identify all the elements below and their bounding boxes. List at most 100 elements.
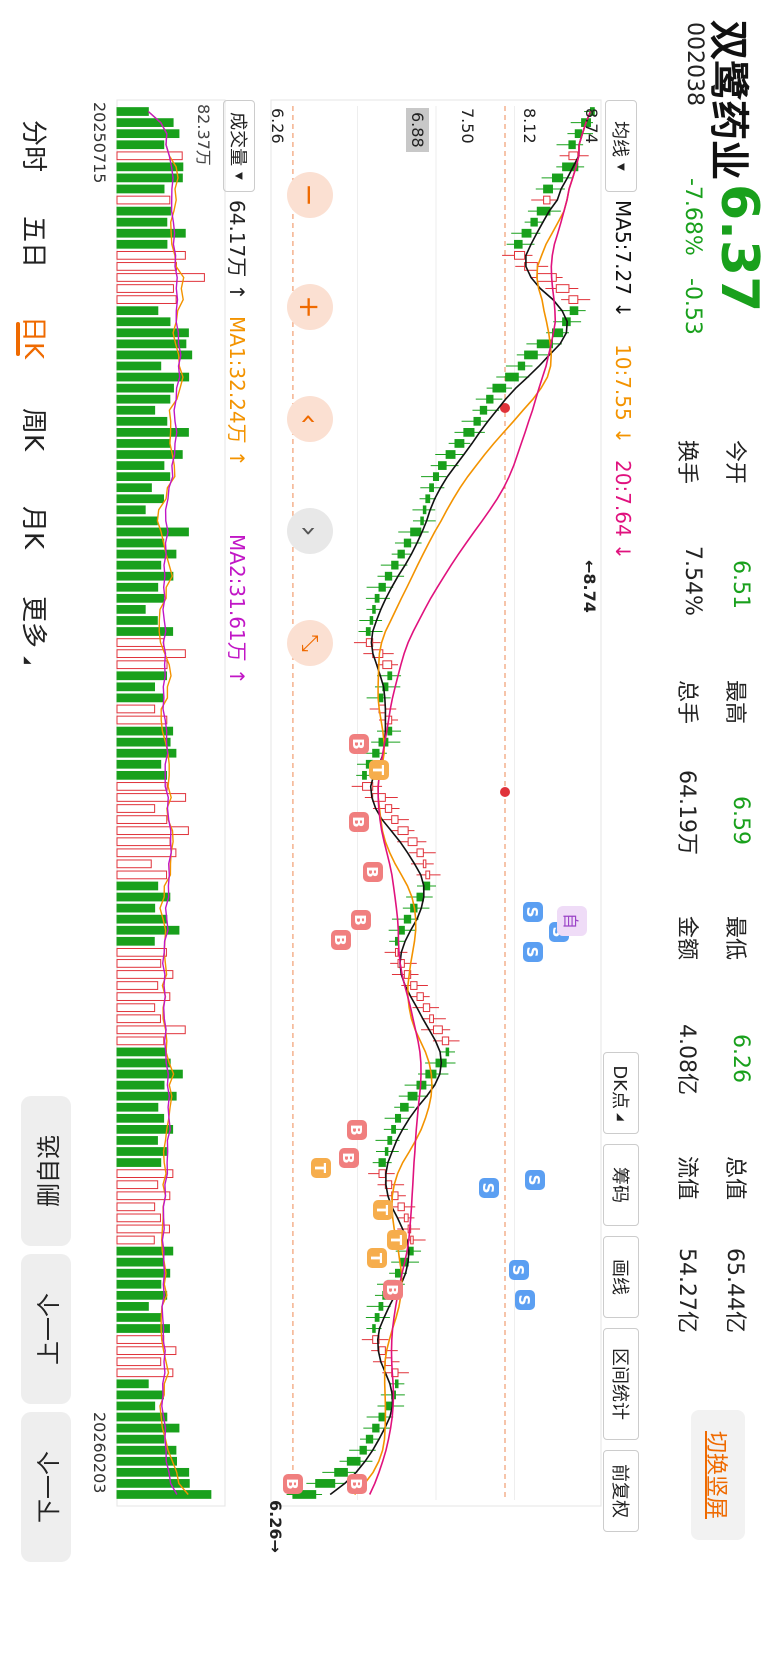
arrow-left-icon: ← (580, 560, 599, 574)
candle-up (543, 195, 551, 205)
tab-monthly-k[interactable]: 月K (18, 506, 48, 550)
axis-label-mid: 8.12 (520, 108, 539, 144)
tab-daily-k-label: 日K (18, 316, 48, 360)
candle-down (378, 1412, 386, 1422)
candle-down (445, 450, 456, 459)
volume-bar-up (116, 870, 168, 880)
volume-bar-up (116, 837, 171, 847)
volume-bar-down (116, 1290, 168, 1300)
volume-bar-down (116, 173, 183, 183)
volume-bar-down (116, 394, 171, 404)
candle-up (416, 848, 424, 858)
scroll-right-button[interactable]: › (287, 508, 333, 554)
previous-stock-button[interactable]: 上一个 (21, 1254, 71, 1404)
volume-bar-down (116, 1147, 167, 1156)
marker-letter: B (339, 1152, 357, 1163)
candle-down (473, 416, 481, 426)
fullscreen-button[interactable]: ⤡ (287, 620, 333, 666)
volume-bar-down (116, 361, 162, 371)
remove-watchlist-button[interactable]: 删自选 (21, 1096, 71, 1246)
volume-bar-down (116, 217, 168, 227)
candle-down (372, 1324, 376, 1333)
t-marker (387, 1230, 407, 1250)
tab-five-day[interactable]: 五日 (18, 216, 48, 269)
volume-bar-up (116, 826, 189, 836)
candle-down (394, 1379, 399, 1389)
min-price-marker: 6.26→ (266, 1500, 285, 1553)
volume-bar-down (116, 605, 146, 614)
volume-bar-down (116, 228, 186, 238)
marker-letter: S (515, 1295, 533, 1306)
candle-up (384, 1357, 393, 1367)
buy-marker (347, 1474, 367, 1494)
marker-letter: B (349, 738, 367, 749)
volume-bar-up (116, 273, 205, 282)
candle-up (429, 1014, 434, 1024)
volume-bar-up (116, 1003, 156, 1013)
scroll-left-button[interactable]: ‹ (287, 396, 333, 442)
volume-bar-up (116, 638, 165, 647)
candle-down (420, 516, 424, 526)
candle-down (374, 593, 380, 603)
candle-down (521, 228, 532, 238)
volume-bar-down (116, 328, 189, 338)
candle-down (372, 748, 380, 758)
candle-up (407, 837, 418, 847)
candle-up (410, 981, 418, 990)
candle-down (394, 1268, 402, 1278)
volume-axis-max: 82.37万 (194, 104, 213, 166)
marker-dot (500, 403, 510, 413)
axis-label-high: 8.74 (582, 108, 601, 144)
volume-bar-down (116, 1268, 171, 1278)
volume-bar-down (116, 339, 187, 349)
candle-up (568, 295, 579, 304)
volume-bar-down (116, 107, 149, 116)
volume-bar-down (116, 1080, 165, 1090)
volume-bar-down (116, 184, 165, 194)
volume-bar-up (116, 195, 171, 205)
candle-down (387, 1136, 393, 1145)
tab-daily-k[interactable]: 日K (16, 316, 54, 360)
volume-bar-down (116, 516, 158, 526)
volume-bar-down (116, 439, 171, 448)
volume-bar-up (116, 250, 186, 260)
expand-arrows-icon: ⤡ (297, 634, 323, 652)
volume-bar-up (116, 1180, 159, 1190)
caret-down-icon: ▼ (233, 172, 245, 180)
volume-bar-down (116, 140, 165, 150)
candle-down (374, 1313, 380, 1322)
buy-marker (349, 812, 369, 832)
tab-intraday[interactable]: 分时 (18, 120, 48, 173)
volume-bar-up (116, 660, 168, 670)
candle-down (422, 505, 427, 515)
marker-letter: S (509, 1265, 527, 1276)
volume-bar-down (116, 472, 171, 481)
volume-bar-down (116, 1125, 174, 1134)
candle-down (551, 173, 564, 183)
candle-up (555, 284, 570, 293)
candle-down (391, 560, 399, 570)
marker-letter: T (369, 765, 387, 776)
zoom-out-button[interactable]: − (287, 172, 333, 218)
candle-down (530, 217, 538, 227)
volume-selector[interactable]: 成交量 ▼ (223, 100, 255, 192)
volume-bar-down (116, 372, 190, 382)
candle-down (394, 936, 399, 946)
tab-more-label: 更多 (18, 596, 48, 649)
buy-marker (331, 930, 351, 950)
volume-bar-up (116, 782, 168, 791)
zoom-in-button[interactable]: + (287, 284, 333, 330)
marker-letter: B (331, 934, 349, 945)
tab-weekly-k[interactable]: 周K (18, 408, 48, 452)
volume-bar-up (116, 262, 177, 271)
volume-bar-up (116, 815, 168, 824)
tab-more[interactable]: 更多 ◢ (17, 596, 54, 664)
next-stock-button[interactable]: 下一个 (21, 1412, 71, 1562)
volume-bar-up (116, 704, 156, 714)
candle-down (384, 571, 393, 581)
volume-bar-up (116, 1357, 162, 1367)
candle-down (369, 616, 374, 625)
volume-bar-down (116, 1279, 162, 1289)
marker-letter: S (523, 907, 541, 918)
